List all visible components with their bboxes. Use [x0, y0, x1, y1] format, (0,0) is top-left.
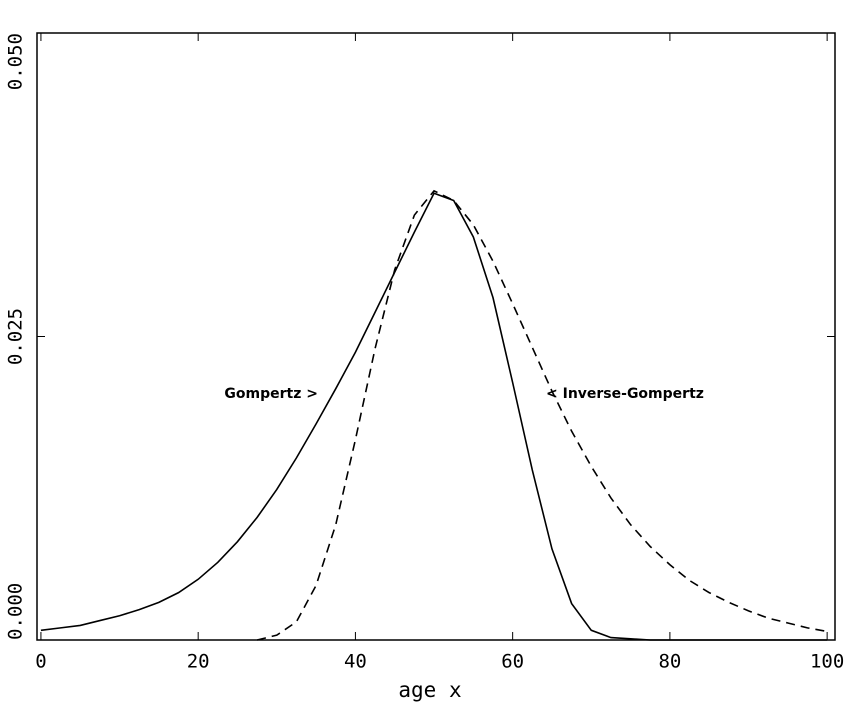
series-line — [256, 189, 828, 641]
x-axis-label: age x — [398, 678, 461, 702]
x-tick-label: 60 — [501, 651, 524, 673]
series-line — [40, 192, 828, 641]
annotation: < Inverse-Gompertz — [546, 386, 704, 402]
plot-frame — [36, 32, 836, 641]
x-tick-label: 0 — [35, 651, 46, 673]
x-tick-label: 80 — [658, 651, 681, 673]
y-tick-label: 0.050 — [5, 33, 27, 90]
x-tick-label: 40 — [344, 651, 367, 673]
x-tick-label: 100 — [810, 651, 844, 673]
x-tick-label: 20 — [187, 651, 210, 673]
annotation: Gompertz > — [224, 386, 318, 402]
y-tick-label: 0.000 — [5, 583, 27, 640]
y-tick-label: 0.025 — [5, 308, 27, 365]
